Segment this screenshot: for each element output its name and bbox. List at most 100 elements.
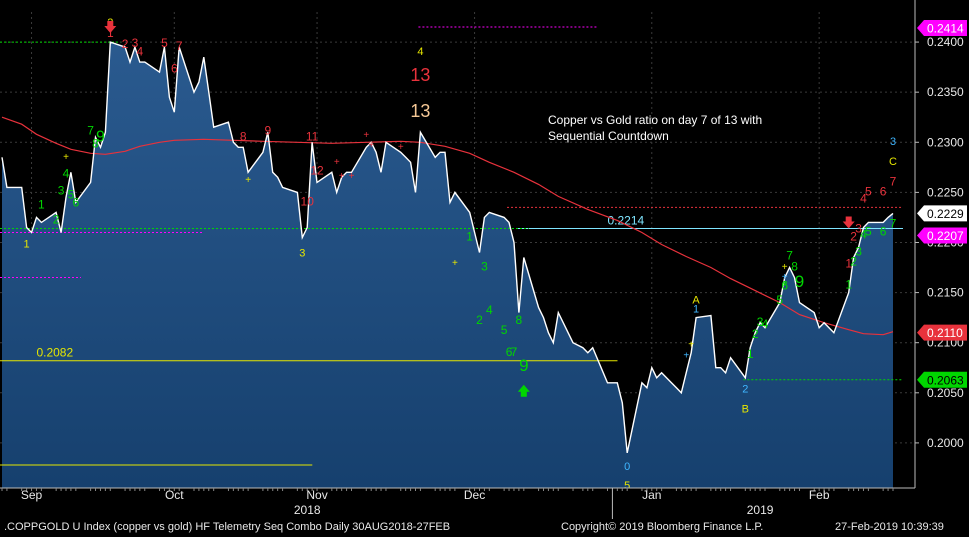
- value-tag-shape: [917, 205, 967, 222]
- sequence-label: +: [683, 350, 689, 361]
- sequence-label: +: [334, 157, 340, 168]
- level-label: 0.2082: [36, 346, 73, 360]
- sequence-label: 1: [845, 257, 852, 271]
- sequence-label: +: [782, 279, 788, 290]
- sequence-label: 13: [410, 101, 430, 121]
- value-tag-label: 0.2414: [927, 22, 964, 36]
- moving-average-line: [1, 116, 894, 336]
- sequence-label: 6: [781, 279, 788, 293]
- sequence-label: 10: [301, 195, 315, 209]
- sequence-label: 5: [624, 480, 630, 492]
- value-tag: 0.2414: [917, 20, 967, 37]
- sequence-label: 1: [107, 26, 114, 40]
- sequence-label: C: [889, 156, 897, 168]
- value-tag: 0.2063: [917, 371, 967, 388]
- value-tag-shape: [917, 20, 967, 37]
- y-tick-label: 0.2300: [927, 135, 964, 149]
- sequence-label: +: [688, 339, 694, 350]
- sequence-label: 4: [486, 303, 493, 317]
- sequence-label: 2: [476, 313, 483, 327]
- sequence-label: 1: [747, 347, 754, 361]
- sequence-label: 6: [72, 196, 79, 210]
- sequence-label: 2: [742, 384, 748, 396]
- sequence-label: 7: [890, 217, 897, 231]
- sequence-label: 12: [310, 164, 324, 178]
- sequence-label: 3: [58, 184, 65, 198]
- x-tick-label: Oct: [165, 488, 184, 502]
- sequence-label: 6: [880, 225, 887, 239]
- sequence-label: 5: [501, 323, 508, 337]
- price-area-fill: [2, 42, 893, 488]
- sequence-label: 3: [299, 247, 305, 259]
- value-tag-label: 0.2207: [927, 229, 964, 243]
- sequence-label: 4: [136, 44, 143, 58]
- sequence-label: 3: [481, 260, 488, 274]
- value-tag-shape: [917, 371, 967, 388]
- sequence-label: 11: [306, 129, 319, 143]
- sequence-label: 1: [845, 278, 852, 292]
- x-tick-label: Nov: [306, 488, 327, 502]
- sequence-label: 3: [132, 36, 139, 50]
- year-label: 2019: [747, 503, 774, 517]
- sequence-label: 8: [791, 260, 798, 274]
- value-tag-shape: [917, 324, 967, 341]
- value-tag: 0.2229: [917, 205, 967, 222]
- signal-arrows: [104, 21, 855, 397]
- level-label: 0.2214: [607, 213, 644, 227]
- sequence-label: 6: [171, 61, 178, 75]
- sequence-label: 1: [693, 304, 699, 316]
- sequence-label: 5: [776, 293, 783, 307]
- sequence-label: 9: [264, 123, 271, 137]
- footer-bar: .COPPGOLD U Index (copper vs gold) HF Te…: [0, 519, 969, 537]
- y-axis-panel: [915, 0, 969, 519]
- y-tick-label: 0.2050: [927, 386, 964, 400]
- sequence-label: 6: [880, 185, 887, 199]
- value-tag-label: 0.2110: [927, 326, 963, 340]
- sequence-label: +: [339, 171, 345, 182]
- sequence-label: 1: [38, 198, 45, 212]
- value-tag: 0.2207: [917, 227, 967, 244]
- sequence-label: +: [368, 140, 374, 151]
- sequence-label: 4: [860, 192, 867, 206]
- sequence-label: 8: [516, 313, 523, 327]
- sequence-label: 8: [92, 136, 99, 150]
- sequence-label: 3: [855, 222, 862, 236]
- price-line: [1, 41, 894, 454]
- footer-timestamp: 27-Feb-2019 10:39:39: [835, 521, 944, 533]
- sequence-label: 6: [506, 345, 513, 359]
- y-tick-label: 0.2400: [927, 35, 964, 49]
- sequence-label: 0: [624, 461, 630, 473]
- sequence-label: +: [245, 175, 251, 186]
- sequence-label: B: [742, 404, 749, 416]
- sequence-label: +: [363, 130, 369, 141]
- signal-arrow-up: [517, 384, 530, 397]
- sequence-label: +: [398, 142, 404, 153]
- sequence-label: 5: [865, 225, 872, 239]
- sequence-label: 7: [786, 249, 793, 263]
- y-tick-label: 0.2250: [927, 185, 964, 199]
- y-tick-label: 0.2150: [927, 286, 964, 300]
- sequence-label: 4: [762, 317, 769, 331]
- sequence-label: +: [452, 258, 458, 269]
- year-label: 2018: [294, 503, 321, 517]
- sequence-label: 7: [890, 175, 897, 189]
- sequence-label: A: [692, 295, 700, 307]
- sequence-label: 4: [63, 167, 70, 181]
- sequence-label: 2: [53, 213, 60, 227]
- sequence-label: 2: [752, 327, 759, 341]
- x-tick-label: Sep: [21, 488, 43, 502]
- sequence-label: +: [782, 272, 788, 283]
- sequence-label: +: [349, 171, 355, 182]
- sequence-labels: 1123456789+2123457689+3101112++++++41313…: [24, 17, 897, 492]
- sequence-label: 9: [795, 272, 804, 291]
- value-tag-label: 0.2229: [927, 207, 964, 221]
- value-tag-label: 0.2063: [927, 373, 964, 387]
- sequence-label: 3: [890, 136, 896, 148]
- footer-copyright: Copyright© 2019 Bloomberg Finance L.P.: [561, 521, 764, 533]
- sequence-label: 3: [855, 245, 862, 259]
- y-tick-label: 0.2350: [927, 85, 964, 99]
- value-tags: 0.2414 0.2229 0.2207 0.2110 0.2063: [917, 20, 967, 388]
- y-tick-label: 0.2000: [927, 436, 964, 450]
- signal-arrow-down: [842, 216, 855, 229]
